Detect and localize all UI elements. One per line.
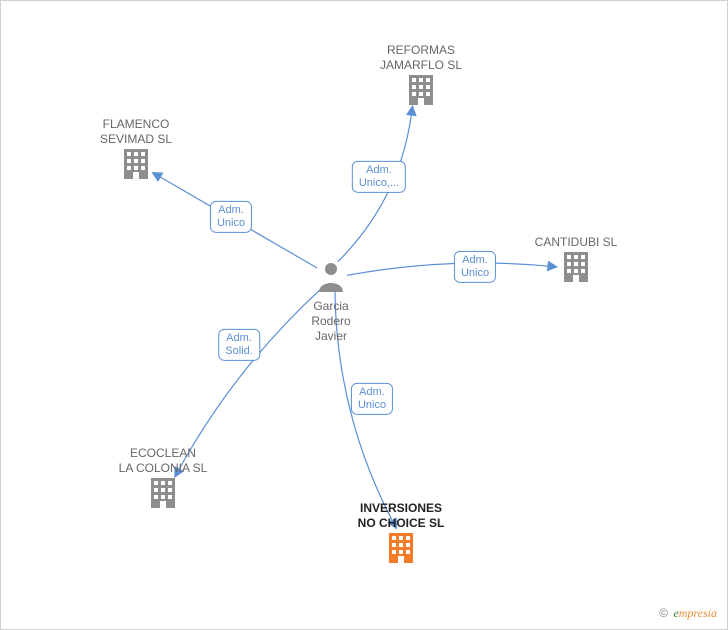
node-label: CANTIDUBI SL bbox=[516, 233, 636, 250]
edge bbox=[175, 289, 321, 477]
company-node[interactable]: REFORMAS JAMARFLO SL bbox=[361, 41, 481, 110]
building-icon bbox=[103, 476, 223, 513]
edge-label: Adm. Unico bbox=[210, 201, 252, 233]
company-node[interactable]: INVERSIONES NO CHOICE SL bbox=[341, 499, 461, 568]
building-icon bbox=[516, 250, 636, 287]
edges-layer bbox=[1, 1, 728, 630]
node-label: ECOCLEAN LA COLONIA SL bbox=[103, 444, 223, 476]
building-icon bbox=[76, 147, 196, 184]
building-icon bbox=[341, 531, 461, 568]
edge-label: Adm. Unico bbox=[454, 251, 496, 283]
node-label: REFORMAS JAMARFLO SL bbox=[361, 41, 481, 73]
building-icon bbox=[361, 73, 481, 110]
company-node[interactable]: FLAMENCO SEVIMAD SL bbox=[76, 115, 196, 184]
person-icon bbox=[271, 260, 391, 297]
edge bbox=[347, 263, 556, 275]
copyright-symbol: © bbox=[659, 606, 668, 620]
node-label: INVERSIONES NO CHOICE SL bbox=[341, 499, 461, 531]
node-label: FLAMENCO SEVIMAD SL bbox=[76, 115, 196, 147]
center-node[interactable]: Garcia Rodero Javier bbox=[271, 260, 391, 344]
edge-label: Adm. Solid. bbox=[218, 329, 260, 361]
company-node[interactable]: CANTIDUBI SL bbox=[516, 233, 636, 287]
edge-label: Adm. Unico bbox=[351, 383, 393, 415]
brand-name: empresia bbox=[673, 606, 717, 620]
edge-label: Adm. Unico,... bbox=[352, 161, 406, 193]
node-label: Garcia Rodero Javier bbox=[271, 297, 391, 344]
company-node[interactable]: ECOCLEAN LA COLONIA SL bbox=[103, 444, 223, 513]
diagram-container: { "type": "network", "background_color":… bbox=[0, 0, 728, 630]
attribution: © empresia bbox=[659, 606, 717, 621]
